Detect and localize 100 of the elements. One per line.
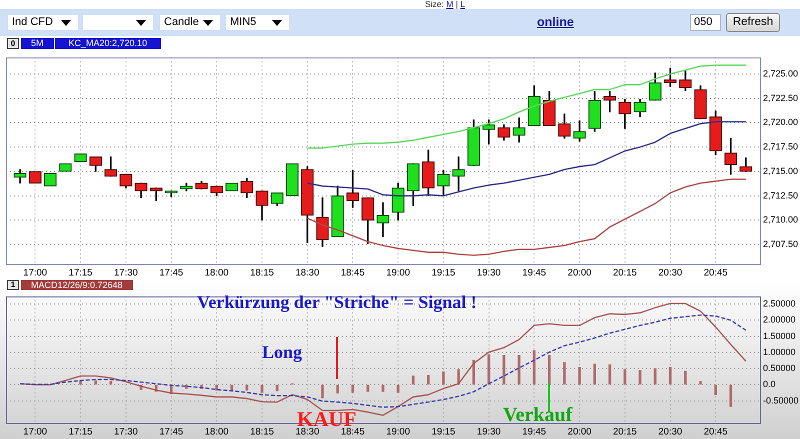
text: Size: [425,0,444,9]
y-tick-label: 1.00000 [763,346,796,357]
bar [382,384,384,392]
x-tick-label: 20:45 [704,267,728,278]
x-tick-label: 18:45 [340,267,365,278]
candlestick [452,156,465,192]
x-tick-label: 20:45 [704,426,728,438]
dropdown: Candle [160,15,220,30]
y-tick-label: 2,707.50 [763,239,798,250]
bar [518,355,520,385]
text: online [537,15,574,30]
button: Refresh [726,13,780,32]
bar [94,380,97,385]
x-tick-label: 17:00 [23,426,48,438]
bar [714,384,717,396]
x-tick-label: 17:30 [114,426,138,438]
x-tick-label: 19:15 [432,426,456,438]
annotation: Verkauf [503,404,572,426]
chart-subtitle: KC_MA20:2,720.10 [54,38,162,49]
x-tick-label: 20:00 [568,426,592,438]
x-tick-label: 19:00 [386,426,410,438]
y-tick-label: 2,712.50 [763,190,798,200]
x-tick-label: 20:30 [658,426,682,438]
bar [79,380,82,385]
bar [412,376,415,385]
dropdown: Ind CFD [8,15,78,30]
y-tick-label: 2,722.50 [763,92,798,103]
text: | [456,0,458,9]
bar [563,362,566,385]
x-tick-label: 18:15 [250,426,274,438]
x-tick-label: 17:15 [68,426,92,438]
x-tick-label: 19:30 [476,267,501,278]
line-series [19,314,747,408]
bar [276,384,278,392]
text: M [446,0,454,9]
bar [502,355,506,385]
text: 1 [7,280,19,290]
chart-title: 5M [21,38,54,49]
bar [396,384,400,393]
bar [321,384,324,398]
candlestick [286,163,299,196]
y-tick-label: 2.00000 [763,314,796,325]
dropdown: MIN5 [226,15,289,30]
bar [578,366,581,385]
x-tick-label: 19:15 [432,267,456,278]
y-tick-label: 0.0 [763,379,776,390]
x-tick-label: 19:30 [476,426,501,438]
bar [608,364,612,385]
bar [624,369,626,385]
y-tick-label: -0.50000 [763,395,799,406]
y-tick-label: 2,710.00 [763,214,798,225]
x-tick-label: 19:45 [522,426,546,438]
y-tick-label: 2.50000 [763,298,796,309]
input-field: 050 [690,14,721,31]
x-tick-label: 17:30 [114,267,138,278]
candlestick [225,182,238,192]
text: L [460,0,466,9]
y-tick-label: 0.50000 [763,363,796,374]
annotation: Long [262,342,302,362]
bar [427,375,430,385]
bar [246,384,248,390]
bar [668,366,672,385]
bar [532,350,536,385]
bar [109,381,112,385]
text: 0 [7,38,19,49]
y-tick-label: 2,720.00 [763,117,798,128]
annotation: Verkürzung der "Striche" = Signal ! [197,292,477,312]
x-tick-label: 18:00 [204,426,229,438]
candlestick [376,202,390,238]
chart-title: MACD12/26/9:0.72648 [21,280,133,290]
x-tick-label: 17:15 [68,267,92,278]
candlestick [59,163,72,172]
x-tick-label: 18:30 [295,267,320,278]
y-tick-label: 2,717.50 [763,142,798,152]
x-tick-label: 17:00 [23,267,48,278]
x-tick-label: 18:45 [340,426,365,438]
y-tick-label: 1.50000 [763,330,796,341]
x-tick-label: 20:15 [613,426,637,438]
x-tick-label: 19:45 [522,267,546,278]
bar [260,384,264,393]
bar [638,370,642,385]
bar [351,384,354,393]
bar [654,368,656,385]
bar [442,371,445,385]
x-tick-label: 19:00 [386,267,410,278]
x-tick-label: 17:45 [159,426,184,438]
y-tick-label: 2,725.00 [763,68,798,78]
bar [684,370,687,385]
bar [729,384,732,407]
bar [366,384,370,392]
x-tick-label: 18:00 [204,267,229,278]
bar [336,384,339,394]
y-tick-label: 2,715.00 [763,166,798,176]
bar [699,381,702,385]
x-tick-label: 20:15 [613,267,637,278]
bar [487,354,490,385]
x-tick-label: 20:00 [568,267,592,278]
x-tick-label: 20:30 [658,267,682,278]
x-tick-label: 17:45 [159,267,184,278]
x-tick-label: 18:15 [250,267,274,278]
